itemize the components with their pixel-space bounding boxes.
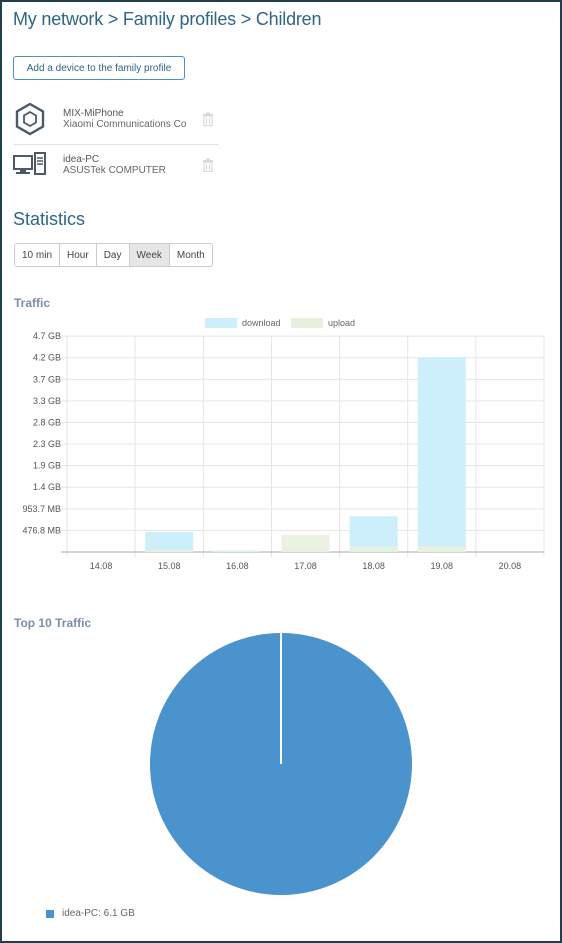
x-tick-label: 20.08 bbox=[499, 561, 522, 571]
bar-upload bbox=[145, 549, 194, 552]
x-tick-label: 16.08 bbox=[226, 561, 249, 571]
phone-hexagon-icon bbox=[15, 102, 45, 136]
x-tick-label: 18.08 bbox=[362, 561, 385, 571]
y-tick-label: 4.2 GB bbox=[33, 353, 61, 363]
tab-hour[interactable]: Hour bbox=[60, 244, 97, 266]
x-tick-label: 19.08 bbox=[431, 561, 454, 571]
device-divider bbox=[13, 144, 219, 145]
x-tick-label: 15.08 bbox=[158, 561, 181, 571]
tab-10-min[interactable]: 10 min bbox=[15, 244, 61, 266]
top10-chart-title: Top 10 Traffic bbox=[14, 616, 92, 630]
device-vendor: Xiaomi Communications Co bbox=[63, 119, 187, 130]
device-vendor: ASUSTek COMPUTER bbox=[63, 165, 166, 176]
y-tick-label: 476.8 MB bbox=[22, 525, 61, 535]
device-item[interactable]: MIX-MiPhone Xiaomi Communications Co bbox=[13, 102, 219, 140]
y-tick-label: 1.9 GB bbox=[33, 461, 61, 471]
device-item[interactable]: idea-PC ASUSTek COMPUTER bbox=[13, 148, 219, 186]
bar-download bbox=[145, 532, 194, 552]
bar-upload bbox=[281, 534, 330, 552]
bar-download bbox=[417, 357, 466, 552]
bar-upload bbox=[417, 545, 466, 552]
legend-label-download: download bbox=[242, 318, 281, 328]
y-tick-label: 3.7 GB bbox=[33, 374, 61, 384]
legend-swatch-download bbox=[205, 318, 237, 328]
y-tick-label: 3.3 GB bbox=[33, 396, 61, 406]
tab-week[interactable]: Week bbox=[129, 244, 170, 266]
x-tick-label: 17.08 bbox=[294, 561, 317, 571]
traffic-chart-title: Traffic bbox=[14, 296, 51, 310]
y-tick-label: 2.3 GB bbox=[33, 439, 61, 449]
trash-icon[interactable] bbox=[202, 112, 214, 126]
device-name: idea-PC bbox=[63, 154, 100, 165]
pie-legend-label: idea-PC: 6.1 GB bbox=[62, 908, 135, 919]
tab-day[interactable]: Day bbox=[96, 244, 130, 266]
add-device-button[interactable]: Add a device to the family profile bbox=[13, 56, 185, 80]
breadcrumb: My network > Family profiles > Children bbox=[13, 9, 322, 29]
desktop-computer-icon bbox=[13, 152, 46, 175]
y-tick-label: 953.7 MB bbox=[22, 504, 61, 514]
top10-pie-chart bbox=[150, 633, 412, 895]
bar-download bbox=[213, 550, 262, 552]
pie-legend-swatch bbox=[46, 909, 54, 918]
bar-download bbox=[349, 516, 398, 552]
x-tick-label: 14.08 bbox=[90, 561, 113, 571]
device-name: MIX-MiPhone bbox=[63, 108, 124, 119]
legend-label-upload: upload bbox=[328, 318, 355, 328]
bar-upload bbox=[349, 546, 398, 552]
period-tabs: 10 min Hour Day Week Month bbox=[14, 243, 213, 267]
y-tick-label: 4.7 GB bbox=[33, 331, 61, 341]
pie-legend: idea-PC: 6.1 GB bbox=[46, 908, 135, 919]
y-tick-label: 1.4 GB bbox=[33, 482, 61, 492]
legend-swatch-upload bbox=[291, 318, 323, 328]
tab-month[interactable]: Month bbox=[169, 244, 212, 266]
traffic-chart: download upload 476.8 MB 953.7 MB 1.4 GB 1.9 … bbox=[22, 318, 545, 571]
statistics-title: Statistics bbox=[13, 209, 86, 229]
trash-icon[interactable] bbox=[202, 158, 214, 172]
y-tick-label: 2.8 GB bbox=[33, 417, 61, 427]
